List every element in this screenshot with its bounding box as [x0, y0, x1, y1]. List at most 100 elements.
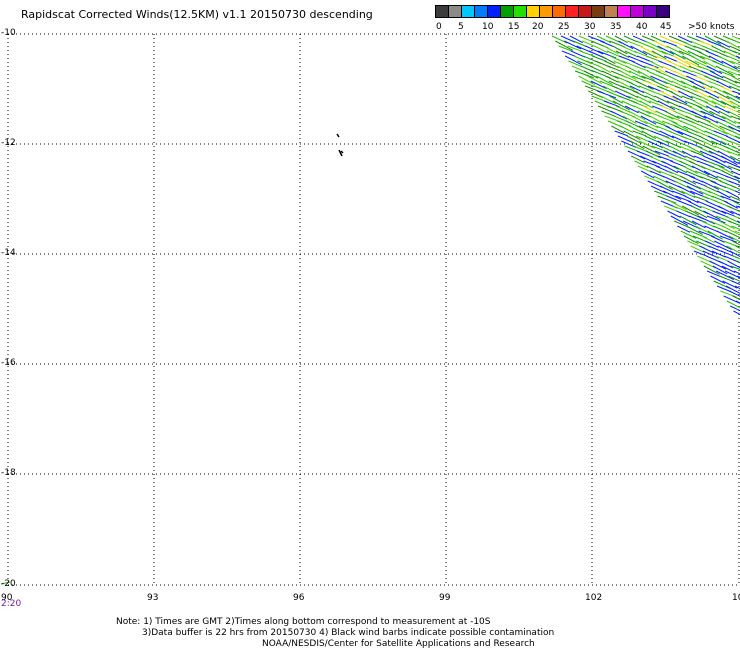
wind-barb: [707, 230, 723, 240]
wind-barb: [719, 85, 735, 94]
wind-barb: [674, 85, 690, 93]
wind-barb: [720, 100, 736, 109]
wind-barb: [673, 165, 688, 174]
wind-barb: [706, 160, 725, 169]
note-line-1: Note: 1) Times are GMT 2)Times along bot…: [116, 617, 491, 627]
wind-barb: [724, 255, 740, 264]
legend-color-bar: [435, 5, 670, 18]
wind-barbs: [0, 35, 740, 585]
wind-barb: [666, 100, 681, 108]
wind-barb: [714, 105, 730, 114]
wind-barb: [683, 235, 699, 245]
wind-barb: [601, 70, 619, 80]
wind-barb: [635, 80, 654, 90]
wind-barb: [706, 120, 725, 131]
wind-barb: [733, 120, 740, 125]
lat-label-10s: -10: [1, 28, 16, 38]
wind-barb: [729, 305, 740, 312]
wind-barb: [600, 40, 614, 47]
wind-barb: [682, 165, 698, 174]
wind-barb: [703, 60, 717, 69]
legend-label: 30: [584, 22, 596, 32]
wind-barb: [727, 70, 740, 77]
wind-barb: [670, 120, 689, 131]
wind-barb: [710, 275, 726, 284]
wind-barb: [677, 35, 693, 44]
wind-barb: [631, 115, 648, 125]
wind-barb: [656, 180, 673, 191]
wind-barb: [717, 190, 731, 199]
wind-barb: [696, 240, 711, 248]
wind-barb: [643, 65, 661, 73]
wind-barb: [687, 50, 705, 60]
wind-barb: [657, 195, 677, 204]
wind-barb: [607, 65, 623, 73]
wind-barb: [708, 190, 725, 199]
wind-barb: [721, 115, 737, 124]
wind-barb: [731, 280, 740, 285]
wind-barb: [578, 75, 596, 86]
wind-barb: [655, 70, 671, 78]
wind-barb: [721, 170, 740, 180]
lat-lon-grid: [7, 33, 740, 586]
legend-label: 45: [660, 22, 672, 32]
wind-barb: [667, 115, 683, 123]
wind-barb: [732, 200, 740, 206]
wind-barb: [686, 130, 702, 138]
wind-barb: [732, 295, 740, 301]
wind-barb: [726, 245, 740, 254]
contaminated-barb: [338, 149, 343, 157]
wind-barb: [633, 105, 651, 115]
wind-barb: [722, 280, 738, 289]
wind-barb: [728, 275, 740, 282]
wind-barb: [646, 165, 662, 174]
wind-barb: [567, 45, 583, 52]
wind-barb: [670, 105, 685, 113]
wind-barb: [586, 60, 601, 68]
wind-barb: [717, 205, 734, 215]
wind-barb: [698, 80, 713, 89]
wind-barb: [667, 60, 681, 68]
wind-barb: [724, 160, 738, 168]
wind-barb: [710, 125, 728, 135]
wind-barb: [654, 95, 670, 104]
wind-barb: [696, 50, 711, 58]
wind-barb: [729, 45, 740, 52]
lon-label-99: 99: [439, 593, 451, 603]
wind-barb: [700, 220, 715, 228]
wind-barb: [689, 135, 704, 143]
wind-barb: [710, 85, 729, 95]
wind-barb: [642, 50, 658, 59]
wind-barb: [733, 160, 740, 165]
wind-barb: [614, 130, 629, 137]
wind-barb: [701, 235, 715, 244]
wind-barb: [723, 105, 740, 114]
wind-barb: [569, 35, 584, 44]
wind-barb: [735, 55, 740, 59]
wind-barb: [720, 195, 739, 204]
wind-barb: [582, 40, 597, 48]
wind-barb: [657, 140, 671, 148]
wind-barb: [698, 135, 716, 145]
wind-barb: [0, 581, 11, 585]
wind-barb: [677, 130, 692, 138]
wind-barb: [629, 125, 644, 134]
wind-barb: [681, 190, 696, 199]
wind-barb: [619, 70, 637, 80]
wind-barb: [722, 185, 738, 193]
wind-barb: [620, 125, 634, 133]
wind-barb: [561, 50, 576, 57]
wind-barb: [690, 150, 705, 157]
wind-barb: [708, 95, 727, 106]
wind-barb: [617, 80, 635, 90]
wind-barb: [693, 250, 708, 257]
wind-barb: [630, 155, 645, 163]
wind-barb: [583, 70, 599, 79]
wind-barb: [672, 150, 686, 158]
wind-barb: [600, 55, 616, 65]
wind-barb: [699, 190, 714, 198]
wind-barb: [694, 170, 710, 177]
wind-barb: [731, 185, 740, 191]
wind-barb: [686, 225, 703, 235]
wind-barb: [686, 185, 704, 195]
